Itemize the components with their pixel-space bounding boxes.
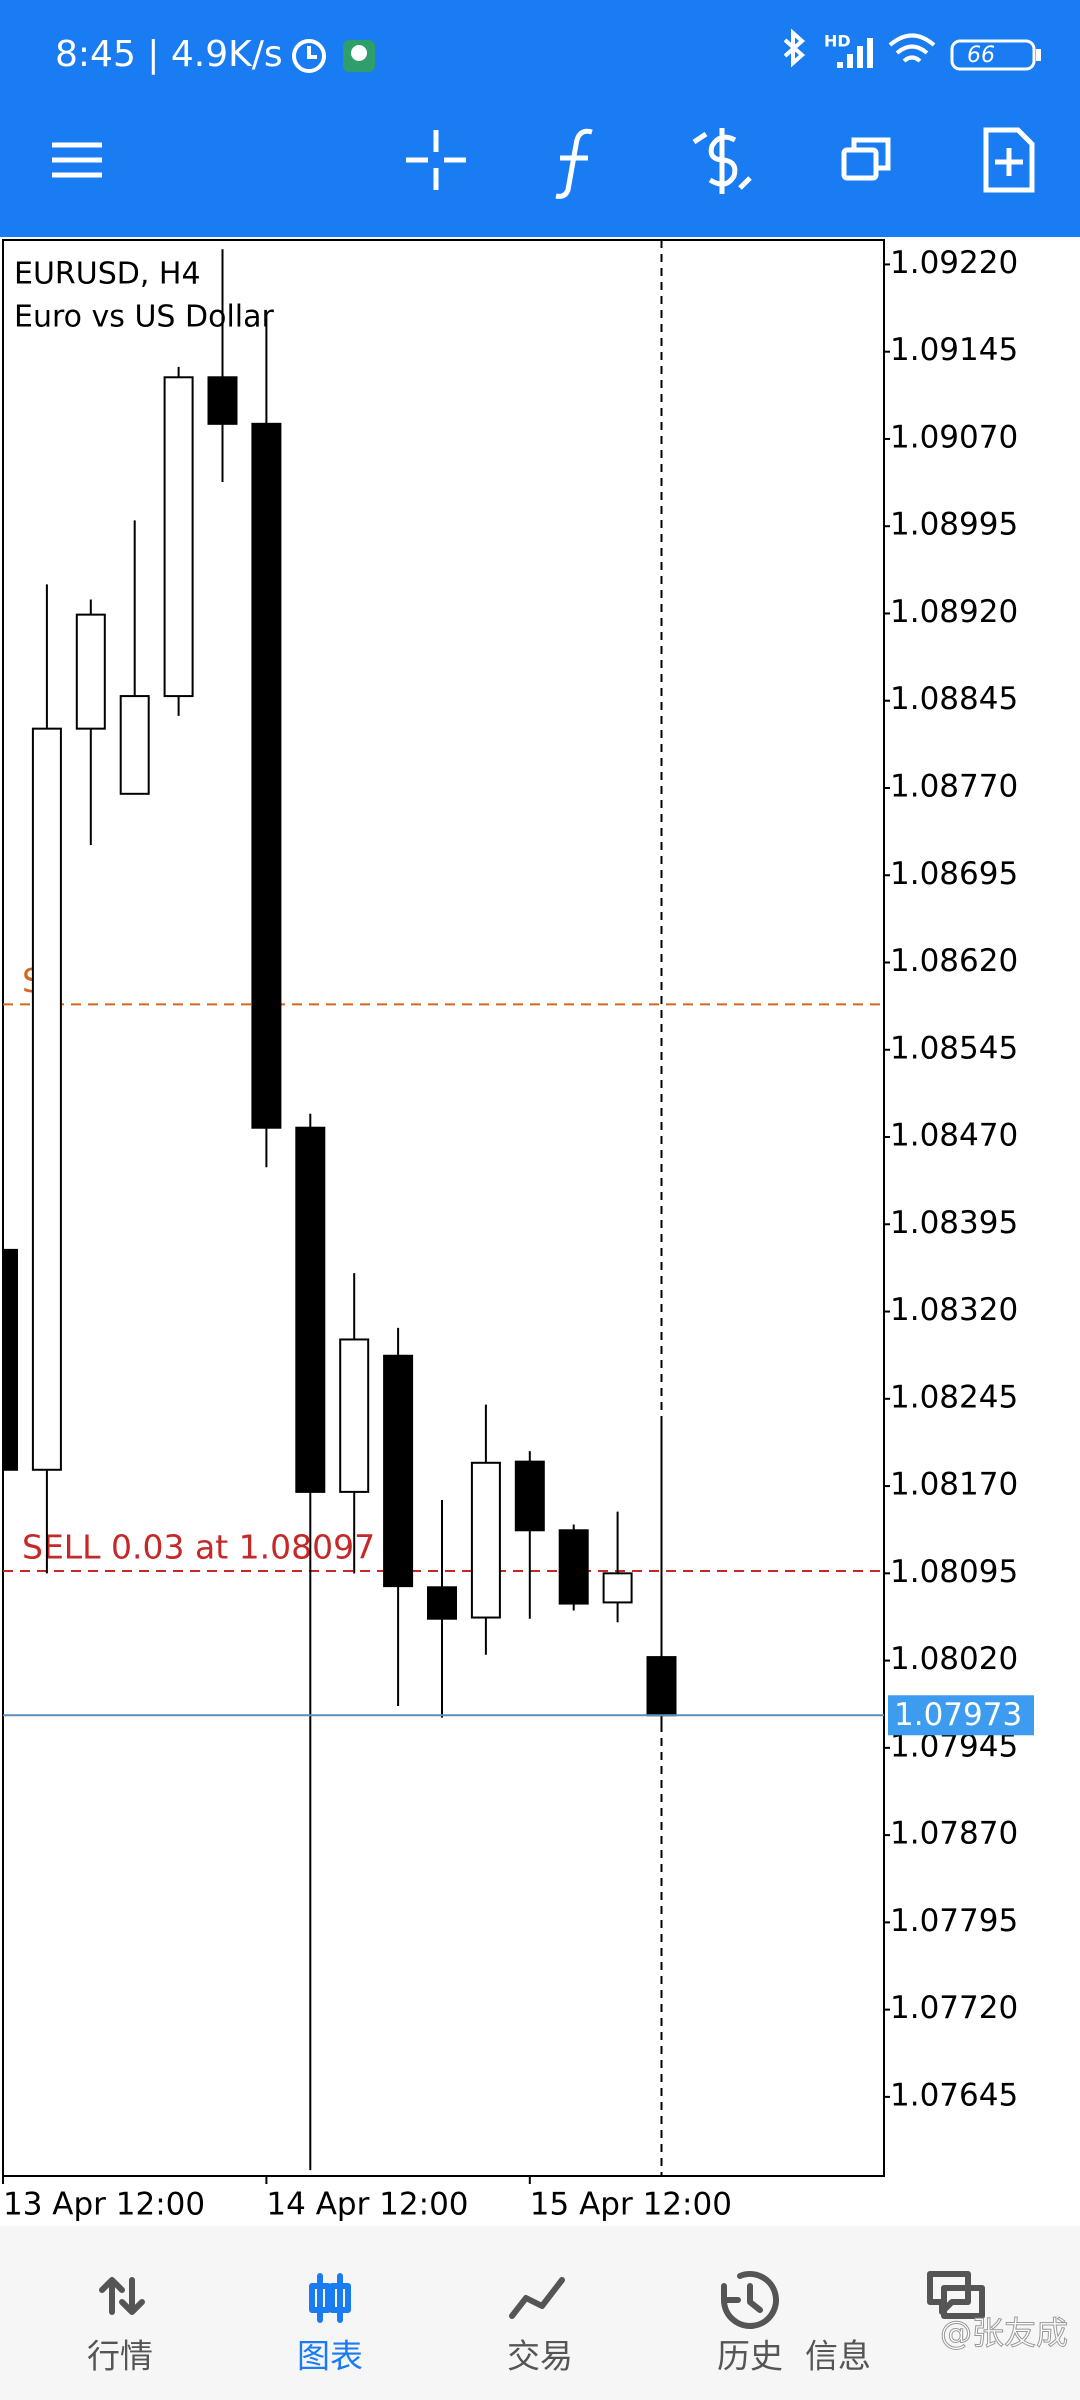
bid-label: 1.07973: [894, 1697, 1022, 1733]
nav-icon: [509, 2277, 565, 2319]
trade-button[interactable]: [692, 128, 752, 194]
bottom-nav: [0, 2226, 1080, 2400]
nav-item[interactable]: 图表: [297, 2273, 363, 2376]
y-tick-label: 1.08320: [890, 1292, 1018, 1328]
candle-body: [558, 1529, 589, 1605]
plot-frame: [2, 239, 885, 2177]
y-tick-label: 1.08995: [890, 507, 1018, 543]
candle-body: [427, 1586, 457, 1620]
y-tick-label: 1.09145: [890, 332, 1018, 368]
nav-item[interactable]: 交易: [507, 2277, 573, 2376]
candle-body: [207, 376, 238, 425]
candle-body: [75, 613, 106, 730]
symbol-description: Euro vs US Dollar: [14, 300, 275, 335]
axes: 1.09220 1.09145 1.09070 1.08995 1.08920 1.088…: [2, 245, 1034, 2223]
nav-item[interactable]: 行情: [87, 2277, 153, 2376]
order-level-label: SELL 0.03 at 1.08097: [22, 1528, 375, 1567]
y-tick-label: 1.07720: [890, 1990, 1018, 2026]
y-tick-label: 1.08245: [890, 1379, 1018, 1415]
candle-body: [163, 376, 194, 698]
y-tick-label: 1.09070: [890, 419, 1018, 455]
y-tick-label: 1.08095: [890, 1554, 1018, 1590]
candle-body: [251, 422, 282, 1129]
y-tick-label: 1.08845: [890, 681, 1018, 717]
candle-body: [646, 1656, 677, 1717]
y-tick-label: 1.07795: [890, 1903, 1018, 1939]
status-icons: [292, 28, 1041, 73]
y-tick-label: 1.08170: [890, 1467, 1018, 1503]
new-order-button[interactable]: [983, 127, 1035, 193]
symbol: EURUSD, H4: [14, 257, 201, 292]
nav-icon: [99, 2277, 145, 2315]
nav-icon: [927, 2271, 985, 2319]
bid-label-box: [888, 1695, 1034, 1736]
menu-button[interactable]: [52, 142, 102, 178]
y-tick-label: 1.08770: [890, 768, 1018, 804]
y-tick-label: 1.08695: [890, 856, 1018, 892]
candle-body: [470, 1461, 501, 1619]
candle-body: [602, 1572, 633, 1604]
y-tick-label: 1.08920: [890, 594, 1018, 630]
candle-body: [295, 1126, 326, 1493]
nav-items: 行情 图表 交易 历史 信息: [87, 2271, 985, 2376]
y-tick-label: 1.09220: [890, 245, 1018, 281]
nav-item[interactable]: 信息: [805, 2271, 985, 2376]
indicators-button[interactable]: [555, 128, 593, 199]
candle-body: [3, 1248, 18, 1471]
candle-body: [339, 1338, 370, 1493]
y-tick-label: 1.08395: [890, 1205, 1018, 1241]
windows-button[interactable]: [841, 137, 891, 181]
crosshair-button[interactable]: [406, 130, 466, 190]
y-tick-label: 1.07870: [890, 1816, 1018, 1852]
plot: SELL 0.03 at 1.08097S: [3, 240, 884, 2176]
y-tick-label: 1.08620: [890, 943, 1018, 979]
y-tick-label: 1.08020: [890, 1641, 1018, 1677]
candle-body: [383, 1354, 414, 1588]
nav-label: 历史: [717, 2337, 783, 2376]
battery-level: 66: [967, 43, 995, 68]
y-tick-label: 1.08470: [890, 1118, 1018, 1154]
nav-label: 行情: [87, 2337, 153, 2376]
candle-body: [119, 695, 150, 795]
network-label: HD: [824, 32, 851, 51]
nav-item[interactable]: 历史: [717, 2271, 783, 2376]
x-tick-label: 13 Apr 12:00: [3, 2187, 205, 2223]
watermark: @张友成: [940, 2314, 1068, 2352]
y-tick-label: 1.08545: [890, 1030, 1018, 1066]
status-left: 8:45 | 4.9K/s: [55, 34, 283, 75]
nav-icon: [309, 2273, 351, 2323]
nav-label: 交易: [507, 2337, 573, 2376]
x-tick-label: 14 Apr 12:00: [266, 2187, 468, 2223]
candle-body: [31, 727, 62, 1471]
nav-icon: [721, 2271, 779, 2329]
x-tick-label: 15 Apr 12:00: [530, 2187, 732, 2223]
nav-label: 图表: [297, 2337, 363, 2376]
toolbar: [52, 127, 1035, 199]
candle-body: [514, 1460, 545, 1532]
y-tick-label: 1.07645: [890, 2077, 1018, 2113]
nav-label: 信息: [805, 2337, 871, 2376]
